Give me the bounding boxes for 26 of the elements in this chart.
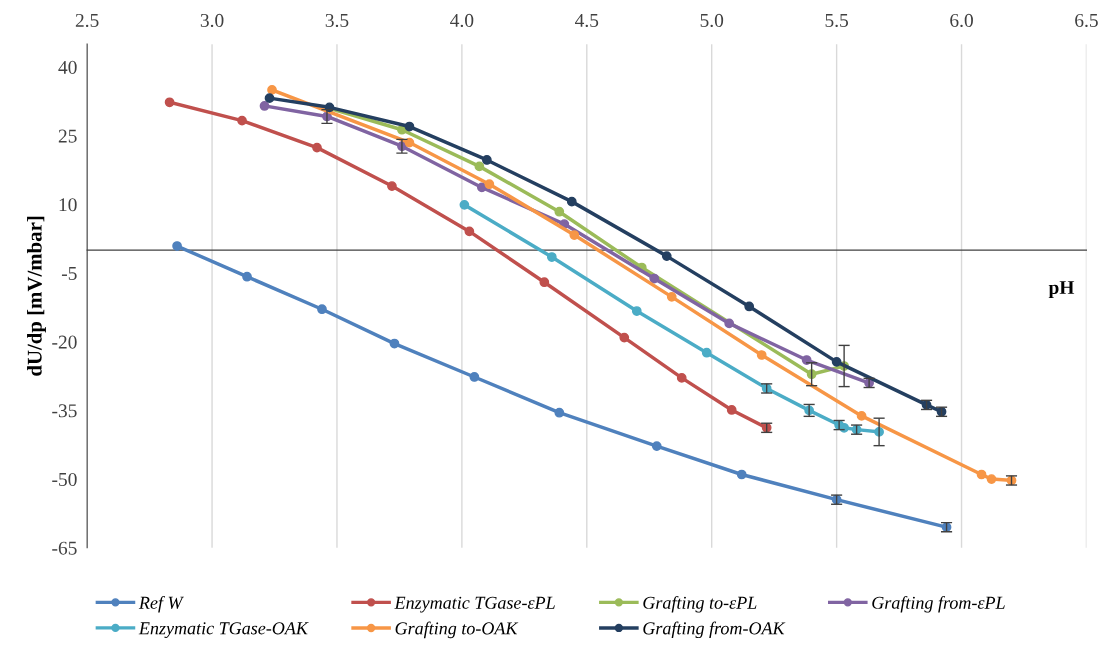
x-tick-label: 6.5 — [1075, 13, 1098, 28]
legend-label: Grafting to-OAK — [395, 621, 519, 639]
x-tick-label: 6.0 — [950, 13, 973, 28]
y-tick-label: -20 — [52, 335, 77, 349]
legend-label: Enzymatic TGase-OAK — [138, 622, 309, 639]
legend-label: Ref W — [138, 595, 184, 613]
y-tick-label: -35 — [52, 404, 77, 418]
x-tick-label: 3.0 — [200, 13, 224, 28]
y-axis-title: dU/dp [mV/mbar] — [27, 216, 46, 376]
y-tick-label: -50 — [52, 472, 77, 487]
x-tick-label: 4.0 — [450, 13, 474, 28]
legend-label: Grafting from-εPL — [872, 595, 1005, 613]
legend-label: Grafting from-OAK — [643, 621, 786, 639]
legend-label: Grafting to-εPL — [643, 595, 757, 613]
y-tick-label: 25 — [58, 129, 77, 143]
y-tick-label: -5 — [61, 267, 77, 280]
legend-label: Enzymatic TGase-εPL — [394, 596, 555, 613]
x-tick-label: 2.5 — [75, 13, 99, 28]
y-tick-label: -65 — [52, 541, 77, 555]
x-tick-label: 4.5 — [575, 14, 599, 28]
x-axis-title: pH — [1048, 281, 1075, 299]
x-tick-label: 5.5 — [825, 14, 849, 28]
y-tick-label: 10 — [59, 198, 77, 212]
x-tick-label: 5.0 — [700, 13, 724, 28]
x-tick-label: 3.5 — [325, 13, 349, 28]
y-tick-label: 40 — [58, 60, 77, 74]
